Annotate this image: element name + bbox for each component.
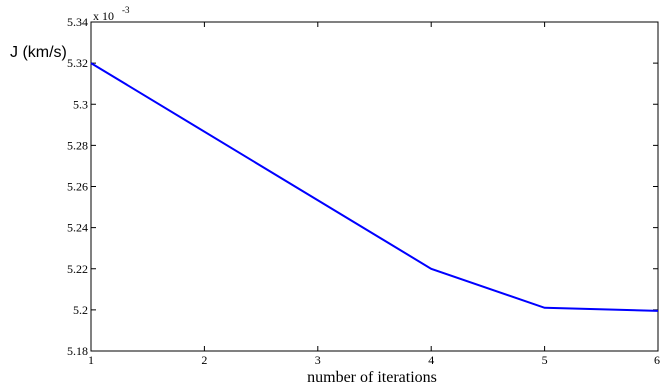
- y-tick-label: 5.32: [67, 56, 88, 70]
- y-tick-label: 5.28: [67, 138, 88, 152]
- x-axis-label: number of iterations: [307, 369, 437, 385]
- y-tick-label: 5.2: [73, 303, 88, 317]
- y-axis-label: J (km/s): [10, 44, 67, 61]
- y-tick-label: 5.3: [73, 97, 88, 111]
- y-multiplier-exponent: -3: [122, 5, 130, 15]
- x-tick-label: 2: [201, 353, 207, 367]
- x-tick-label: 6: [654, 353, 660, 367]
- x-tick-label: 3: [315, 353, 321, 367]
- axes-box: [90, 21, 659, 352]
- x-tick-label: 1: [88, 353, 94, 367]
- y-multiplier-base: x 10: [93, 9, 114, 23]
- y-tick-label: 5.18: [67, 344, 88, 358]
- plot-area: 1 2 3 4 5 6 5.18 5.2 5.22 5.24 5.26 5.28 5.3 5.32 5.34: [67, 15, 660, 367]
- series-line: [90, 62, 659, 312]
- y-tick-label: 5.22: [67, 262, 88, 276]
- x-tick-label: 5: [542, 353, 548, 367]
- y-tick-label: 5.26: [67, 180, 88, 194]
- y-tick-label: 5.24: [67, 221, 88, 235]
- y-tick-label: 5.34: [67, 15, 88, 29]
- x-tick-label: 4: [428, 353, 434, 367]
